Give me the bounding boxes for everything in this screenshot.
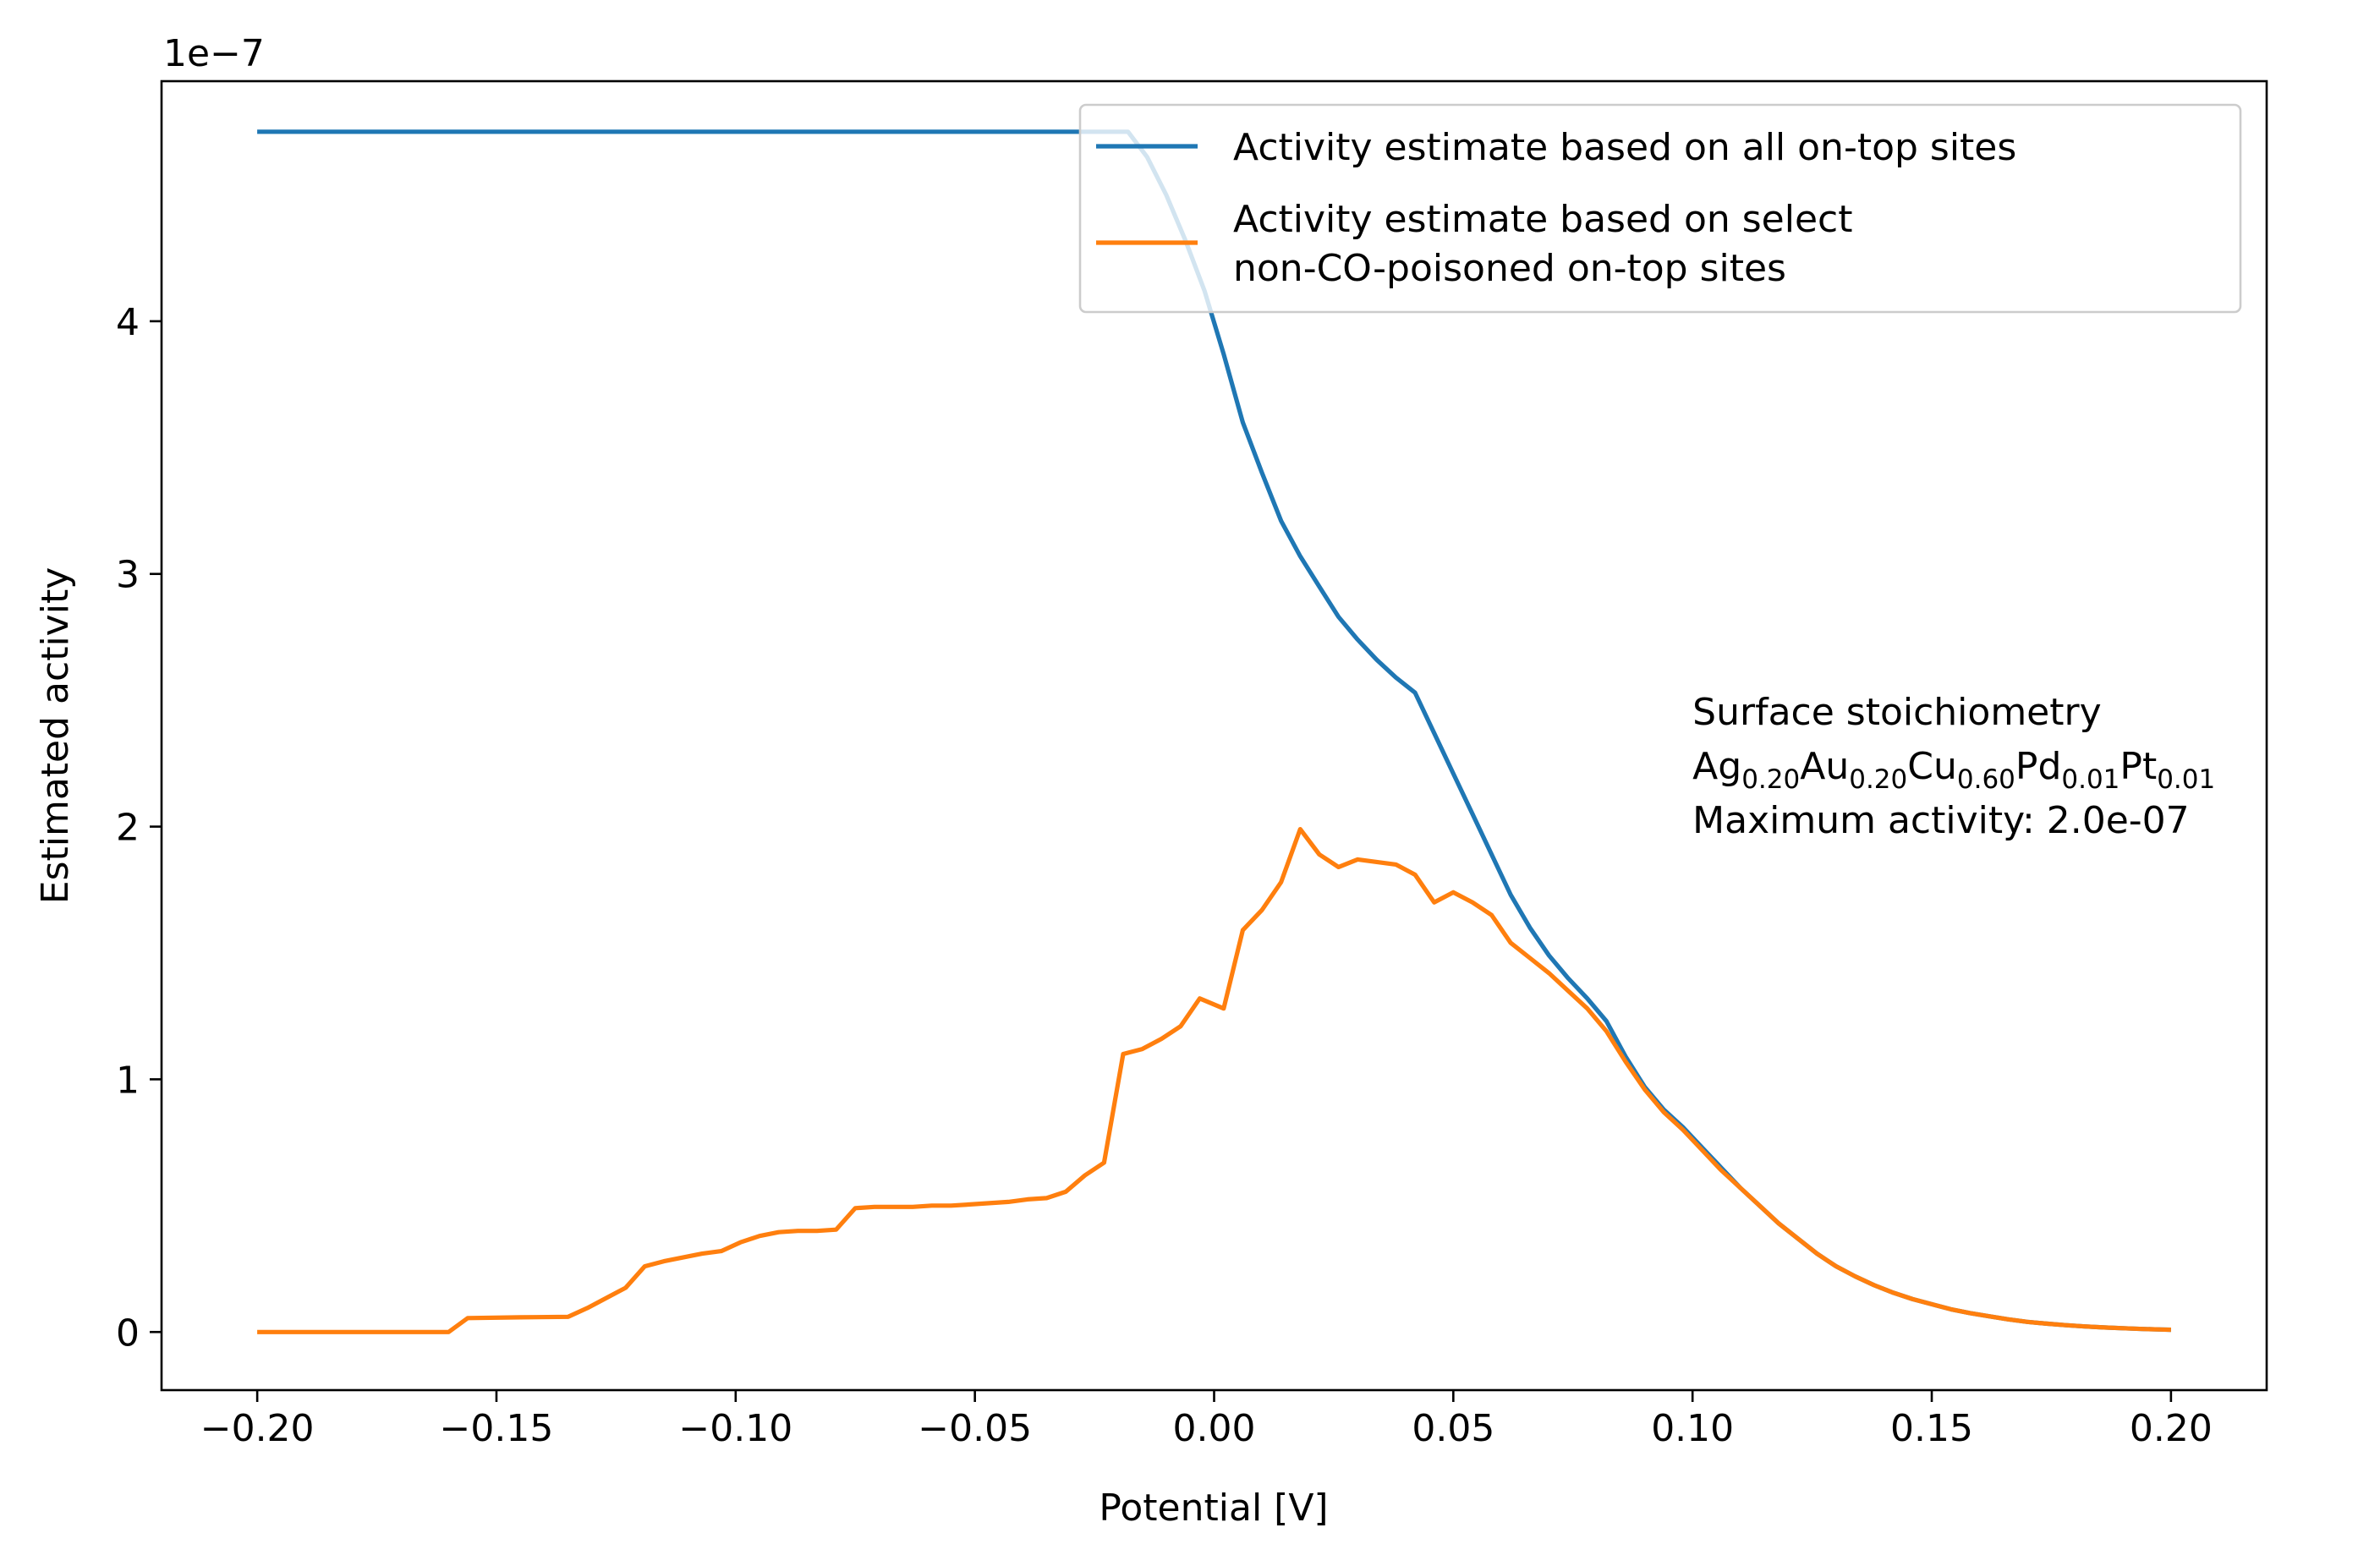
formula-subscript: 0.01 — [2157, 764, 2215, 795]
y-axis-offset-label: 1e−7 — [163, 32, 265, 75]
legend-label: Activity estimate based on all on-top si… — [1233, 126, 2016, 169]
x-tick-label: 0.00 — [1173, 1407, 1256, 1450]
formula-subscript: 0.20 — [1741, 764, 1800, 795]
x-tick-label: 0.20 — [2130, 1407, 2213, 1450]
formula-element: Pt — [2120, 745, 2157, 788]
formula-subscript: 0.01 — [2061, 764, 2120, 795]
formula-element: Pd — [2015, 745, 2061, 788]
formula-subscript: 0.20 — [1849, 764, 1907, 795]
x-tick-label: 0.15 — [1890, 1407, 1973, 1450]
y-tick-label: 2 — [116, 807, 140, 850]
x-axis-label: Potential [V] — [1099, 1487, 1328, 1530]
x-tick-label: −0.20 — [200, 1407, 315, 1450]
legend-box — [1078, 103, 2242, 314]
x-tick-label: −0.10 — [678, 1407, 792, 1450]
annotation-max-activity: Maximum activity: 2.0e-07 — [1692, 799, 2189, 842]
annotation-formula: Ag0.20Au0.20Cu0.60Pd0.01Pt0.01 — [1692, 745, 2215, 795]
y-tick-label: 4 — [116, 301, 140, 344]
formula-element: Cu — [1907, 745, 1957, 788]
x-tick-label: 0.10 — [1651, 1407, 1734, 1450]
annotation-title: Surface stoichiometry — [1692, 691, 2101, 734]
x-axis: −0.20 −0.15 −0.10 −0.05 0.00 0.05 0.10 0.15 0.20 — [200, 1390, 2213, 1450]
y-tick-label: 3 — [116, 554, 140, 597]
formula-subscript: 0.60 — [1957, 764, 2015, 795]
formula-element: Au — [1800, 745, 1849, 788]
y-axis-label: Estimated activity — [34, 567, 77, 904]
series-layer — [257, 129, 2171, 1334]
y-tick-label: 0 — [116, 1311, 140, 1355]
y-tick-label: 1 — [116, 1059, 140, 1102]
y-axis: 0 1 2 3 4 — [116, 301, 162, 1355]
formula-element: Ag — [1692, 745, 1741, 788]
legend-label: non-CO-poisoned on-top sites — [1233, 247, 1786, 290]
x-tick-label: −0.05 — [918, 1407, 1032, 1450]
legend: Activity estimate based on all on-top si… — [1078, 103, 2242, 314]
series-line-2 — [257, 826, 2171, 1334]
x-tick-label: −0.15 — [440, 1407, 554, 1450]
legend-label: Activity estimate based on select — [1233, 198, 1852, 241]
annotation: Surface stoichiometryAg0.20Au0.20Cu0.60P… — [1692, 691, 2215, 842]
x-tick-label: 0.05 — [1412, 1407, 1494, 1450]
